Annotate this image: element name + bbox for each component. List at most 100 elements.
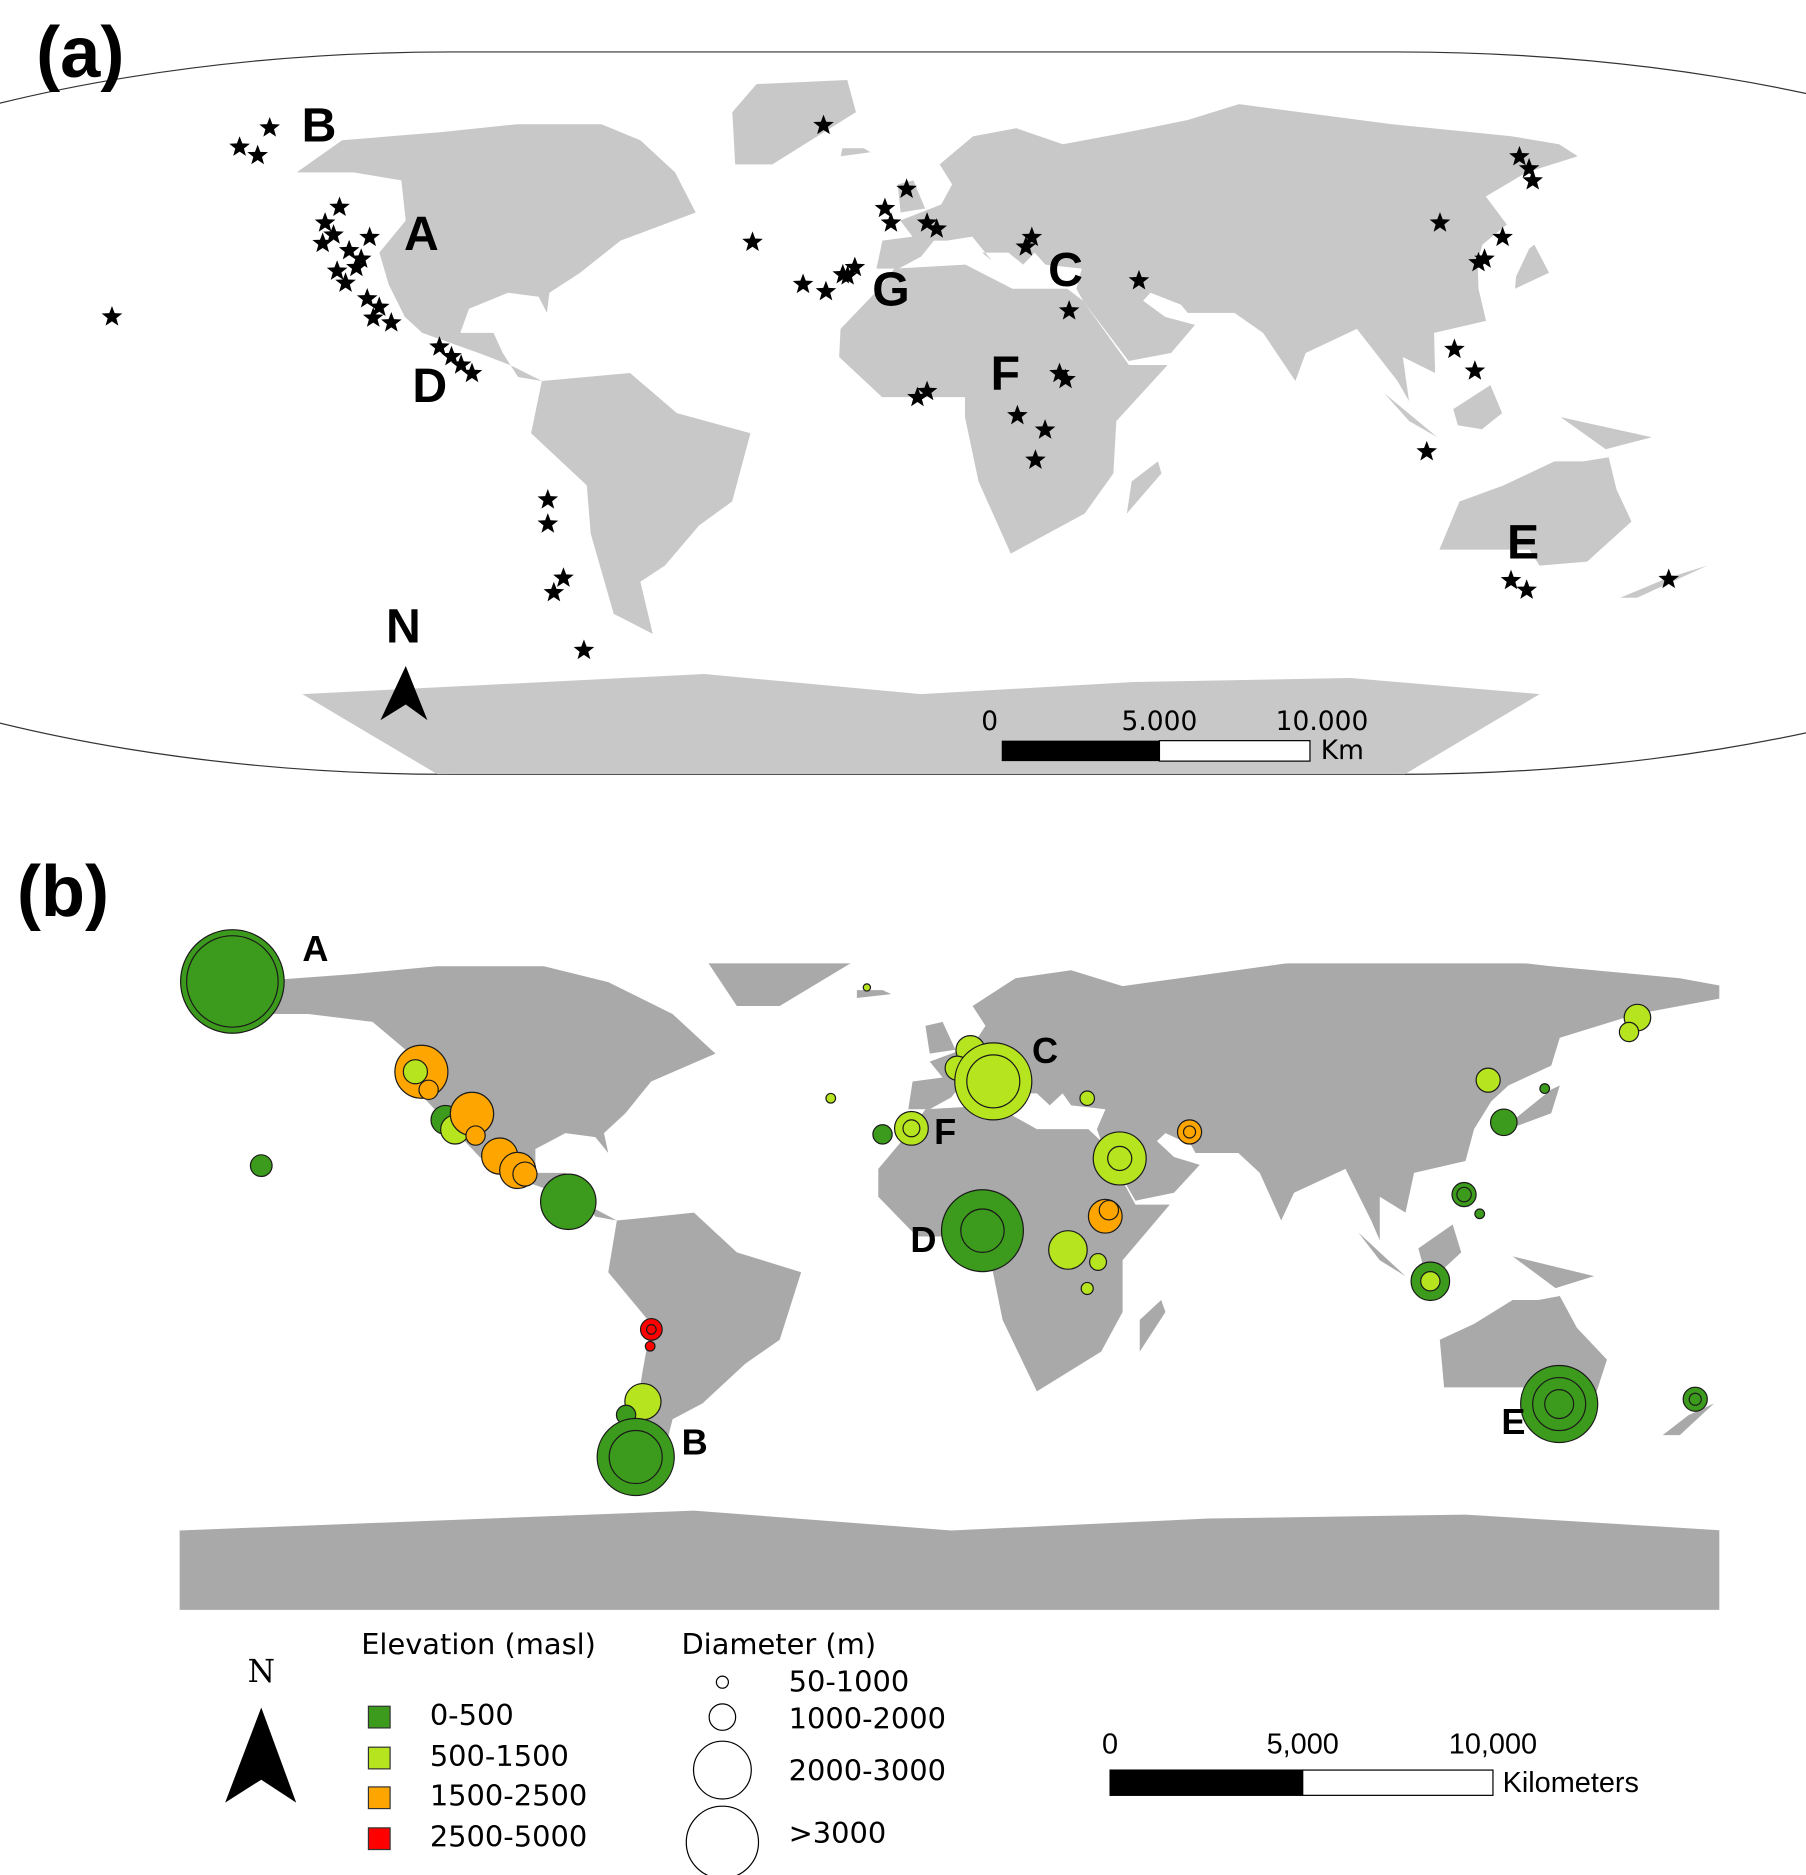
- landmass: [1662, 1403, 1715, 1436]
- landmass: [876, 104, 1578, 402]
- scale-label: 10,000: [1449, 1729, 1537, 1761]
- landmass: [296, 124, 696, 382]
- site-star: [429, 336, 450, 356]
- site-label: D: [412, 359, 447, 413]
- site-star: [1429, 212, 1451, 232]
- scale-bar: [1158, 740, 1311, 762]
- landmass: [1453, 385, 1503, 430]
- site-circle: [1456, 1186, 1472, 1203]
- landmass: [856, 990, 892, 999]
- site-star: [362, 307, 384, 327]
- site-circle: [902, 1119, 921, 1138]
- site-star: [880, 212, 902, 232]
- site-star: [874, 197, 896, 218]
- scale-bar: [1109, 1769, 1304, 1796]
- landmass: [1512, 1256, 1595, 1289]
- site-star: [1015, 236, 1037, 256]
- scale-unit: Kilometers: [1503, 1767, 1639, 1799]
- site-circle: [1048, 1230, 1088, 1270]
- site-star: [326, 260, 348, 280]
- legend-swatch: [367, 1746, 391, 1770]
- landmass: [1358, 1232, 1406, 1277]
- site-star: [1444, 338, 1465, 359]
- site-star: [335, 272, 356, 292]
- site-star: [813, 114, 834, 135]
- north-label: N: [386, 600, 421, 654]
- site-star: [1021, 226, 1043, 247]
- site-star: [323, 224, 344, 244]
- site-circle: [1489, 1108, 1518, 1137]
- site-star: [916, 380, 938, 401]
- site-star: [259, 116, 281, 137]
- site-star: [1416, 440, 1438, 461]
- site-label: D: [910, 1219, 936, 1260]
- site-circle: [539, 1173, 597, 1231]
- landmass: [839, 264, 1168, 554]
- landmass: [531, 373, 751, 634]
- site-star: [368, 296, 390, 316]
- site-circle: [872, 1124, 893, 1145]
- landmass: [1508, 1085, 1560, 1130]
- site-star: [1518, 157, 1540, 178]
- legend-title: Elevation (masl): [361, 1627, 596, 1661]
- site-label: C: [1048, 243, 1083, 297]
- legend-label: 500-1500: [430, 1739, 569, 1773]
- site-circle: [1618, 1021, 1640, 1043]
- legend-title: Diameter (m): [681, 1627, 876, 1661]
- site-star: [916, 212, 938, 232]
- scale-label: 5,000: [1267, 1729, 1339, 1761]
- site-label: F: [991, 347, 1020, 401]
- legend-swatch: [367, 1827, 391, 1851]
- site-circle: [1089, 1252, 1108, 1272]
- site-star: [837, 265, 858, 285]
- site-star: [1055, 368, 1076, 389]
- site-circle: [1474, 1208, 1486, 1220]
- site-star: [907, 386, 928, 407]
- site-star: [1474, 248, 1495, 268]
- site-star: [543, 581, 565, 602]
- site-circle: [1475, 1067, 1501, 1093]
- site-star: [312, 232, 333, 253]
- site-circle: [249, 1154, 273, 1178]
- site-circle: [1098, 1199, 1120, 1221]
- site-star: [1516, 579, 1537, 599]
- site-circle: [512, 1161, 538, 1187]
- site-star: [1522, 169, 1543, 190]
- site-star: [350, 248, 372, 268]
- legend-size: [708, 1703, 737, 1731]
- site-star: [247, 144, 268, 165]
- site-label: A: [404, 207, 439, 261]
- site-circle: [960, 1208, 1005, 1253]
- legend-label: 1000-2000: [789, 1702, 946, 1736]
- site-star: [926, 218, 948, 238]
- site-circle: [1544, 1389, 1575, 1420]
- site-star: [537, 513, 559, 533]
- site-star: [229, 136, 250, 156]
- site-star: [101, 306, 123, 326]
- site-star: [338, 239, 360, 260]
- scale-unit: Km: [1321, 735, 1364, 766]
- landmass: [1515, 244, 1550, 289]
- north-arrow: [225, 1707, 297, 1803]
- site-star: [461, 362, 483, 383]
- scale-label: 0: [1102, 1729, 1118, 1761]
- site-circle: [862, 983, 872, 992]
- scale-label: 0: [981, 706, 998, 737]
- scale-label: 5.000: [1122, 706, 1198, 737]
- site-label: A: [302, 928, 328, 969]
- site-star: [896, 178, 917, 198]
- legend-label: 2500-5000: [430, 1820, 587, 1854]
- site-star: [1128, 269, 1150, 290]
- legend-size: [685, 1805, 760, 1875]
- site-star: [815, 280, 837, 301]
- site-circle: [465, 1125, 486, 1146]
- site-circle: [418, 1079, 439, 1101]
- panel-label: (b): [17, 852, 109, 932]
- legend-label: 2000-3000: [789, 1753, 946, 1787]
- site-circle: [186, 935, 279, 1028]
- north-label: N: [248, 1654, 275, 1690]
- landmass: [925, 1021, 956, 1054]
- scale-bar: [1001, 740, 1160, 762]
- site-star: [1658, 568, 1680, 589]
